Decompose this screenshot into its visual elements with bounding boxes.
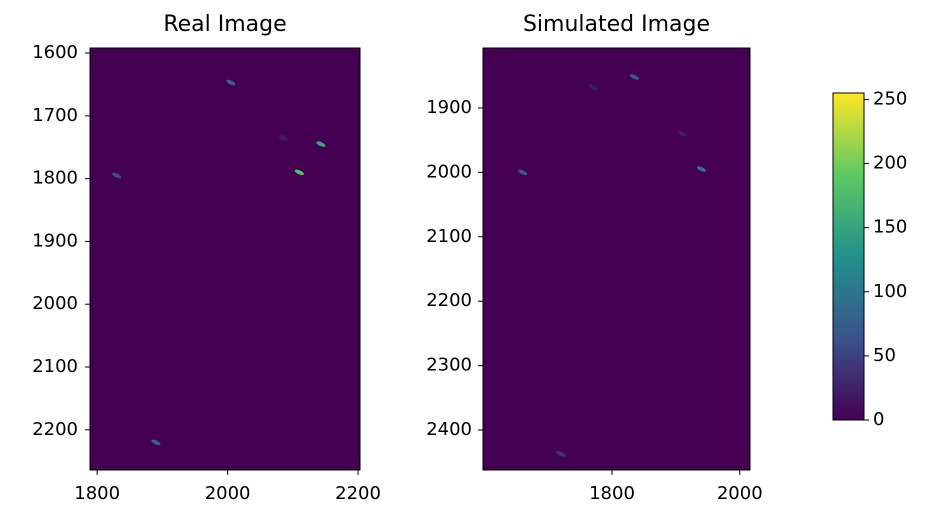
colorbar-tick-label: 200	[873, 153, 907, 174]
spot	[316, 141, 326, 147]
y-tick-label: 2100	[426, 226, 472, 247]
x-tick-label: 2000	[205, 483, 251, 504]
x-tick-label: 2000	[717, 483, 763, 504]
y-tick-label: 2200	[32, 419, 78, 440]
x-tick-label: 2200	[335, 483, 381, 504]
spot	[112, 172, 122, 179]
axes-frame	[89, 47, 361, 471]
y-tick-label: 1900	[32, 230, 78, 251]
colorbar-tick-label: 250	[873, 88, 907, 109]
chart-title: Simulated Image	[523, 12, 710, 37]
spot	[696, 166, 707, 172]
y-tick-label: 2100	[32, 356, 78, 377]
y-tick-label: 1700	[32, 105, 78, 126]
spot	[677, 130, 687, 137]
y-tick-label: 2000	[32, 293, 78, 314]
y-tick-label: 2400	[426, 419, 472, 440]
colorbar-tick-label: 50	[873, 345, 896, 366]
spot	[629, 74, 639, 80]
chart-title: Real Image	[163, 12, 286, 37]
axes-frame	[482, 47, 751, 471]
spot	[151, 439, 161, 446]
colorbar-tick-label: 0	[873, 409, 884, 430]
x-tick-label: 1800	[74, 483, 120, 504]
x-tick-label: 1800	[589, 483, 635, 504]
y-tick-label: 1800	[32, 168, 78, 189]
y-tick-label: 2200	[426, 290, 472, 311]
spot	[294, 169, 304, 176]
colorbar-tick-label: 100	[873, 281, 907, 302]
y-tick-label: 1600	[32, 42, 78, 63]
y-tick-label: 2300	[426, 355, 472, 376]
spot	[278, 135, 288, 141]
spot	[517, 169, 528, 176]
colorbar	[832, 92, 865, 421]
image-background	[90, 48, 360, 470]
spot	[588, 84, 598, 91]
spot	[226, 79, 236, 86]
image-background	[483, 48, 750, 470]
colorbar-tick-label: 150	[873, 217, 907, 238]
y-tick-label: 1900	[426, 97, 472, 118]
y-tick-label: 2000	[426, 161, 472, 182]
spot	[556, 451, 566, 457]
